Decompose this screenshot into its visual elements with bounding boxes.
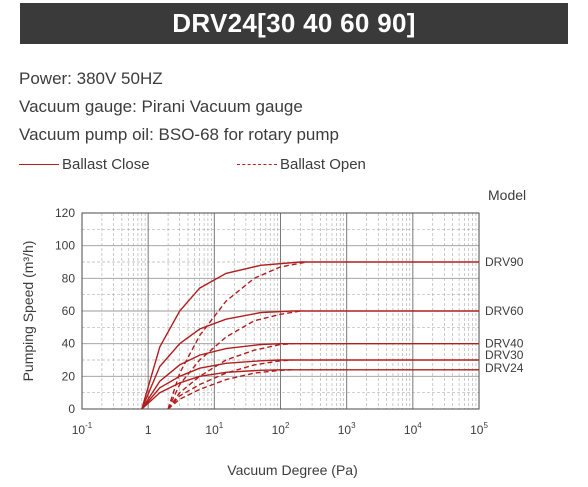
x-tick-label: 102: [272, 421, 290, 437]
title-bar: DRV24[30 40 60 90]: [20, 3, 568, 44]
chart-axes: 0 20 40 60 80 100 120 10-1 1 101 102 103 104 105 DRV90…: [20, 187, 526, 478]
x-tick-label: 101: [205, 421, 223, 437]
x-axis-title: Vacuum Degree (Pa): [227, 462, 357, 478]
y-axis-title: Pumping Speed (m³/h): [20, 241, 36, 382]
series-drv30-ballast-open: [167, 359, 293, 410]
plot-frame: [81, 212, 480, 410]
x-tick-label: 104: [404, 421, 422, 437]
x-tick-label: 103: [338, 421, 356, 437]
series-drv24-ballast-open: [167, 369, 293, 410]
legend-dashed-line: [237, 163, 277, 165]
y-tick-label: 120: [55, 206, 75, 220]
series-drv90-ballast-close: [141, 261, 479, 410]
series-drv60-ballast-open: [167, 310, 301, 410]
series-drv40-ballast-close: [141, 343, 479, 410]
model-label-drv60: DRV60: [485, 304, 524, 318]
page-title: DRV24[30 40 60 90]: [172, 8, 416, 38]
model-label-drv24: DRV24: [485, 361, 524, 375]
power-spec: Power: 380V 50HZ: [19, 69, 163, 88]
series-drv60-ballast-close: [141, 310, 479, 410]
x-tick-label: 105: [470, 421, 488, 437]
y-tick-label: 100: [55, 239, 75, 253]
y-tick-label: 20: [62, 369, 76, 383]
pump-oil-spec: Vacuum pump oil: BSO-68 for rotary pump: [19, 125, 339, 144]
model-label-drv30: DRV30: [485, 348, 524, 362]
y-tick-label: 60: [62, 304, 76, 318]
chart-curves: [141, 261, 479, 410]
series-drv30-ballast-close: [141, 359, 479, 410]
y-tick-label: 0: [68, 402, 75, 416]
x-tick-label: 10-1: [72, 421, 93, 437]
series-drv24-ballast-close: [141, 369, 479, 410]
vacuum-gauge-spec: Vacuum gauge: Pirani Vacuum gauge: [19, 97, 303, 116]
series-drv40-ballast-open: [167, 343, 293, 410]
legend-solid-line: [19, 163, 59, 165]
series-drv90-ballast-open: [167, 261, 307, 410]
legend-ballast-open-label: Ballast Open: [280, 155, 366, 173]
y-tick-label: 80: [62, 271, 76, 285]
model-header: Model: [488, 187, 526, 203]
x-tick-label: 1: [145, 423, 152, 437]
model-label-drv90: DRV90: [485, 255, 524, 269]
model-label-drv40: DRV40: [485, 337, 524, 351]
legend-ballast-close-label: Ballast Close: [62, 155, 150, 173]
y-tick-label: 40: [62, 337, 76, 351]
legend-ballast-close: Ballast Close: [19, 154, 150, 174]
legend-ballast-open: Ballast Open: [237, 154, 366, 174]
